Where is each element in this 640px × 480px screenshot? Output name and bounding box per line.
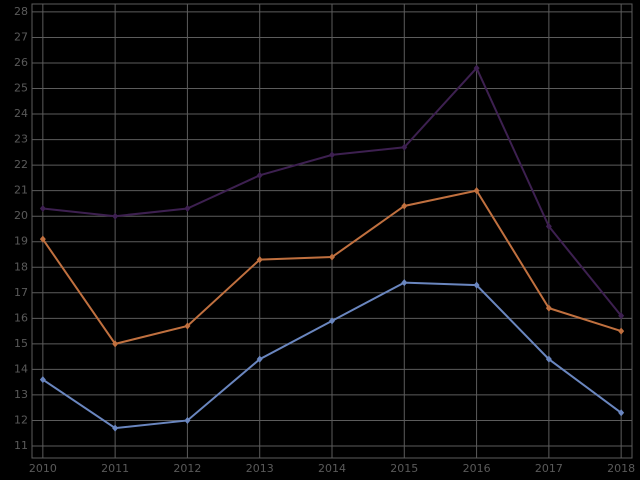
y-tick-label: 13 xyxy=(14,388,28,401)
y-tick-label: 11 xyxy=(14,439,28,452)
point xyxy=(256,256,263,264)
x-tick-label: 2014 xyxy=(318,462,346,475)
point xyxy=(545,304,552,312)
y-tick-label: 16 xyxy=(14,311,28,324)
point xyxy=(329,253,335,261)
y-tick-label: 28 xyxy=(14,5,28,18)
point xyxy=(112,424,119,432)
point xyxy=(401,202,408,210)
x-tick-label: 2012 xyxy=(173,462,201,475)
point xyxy=(39,376,46,384)
y-tick-label: 27 xyxy=(14,30,28,43)
point xyxy=(329,317,335,325)
x-tick-label: 2016 xyxy=(463,462,491,475)
y-tick-label: 19 xyxy=(14,235,28,248)
point xyxy=(545,222,552,230)
point xyxy=(618,409,625,417)
y-tick-label: 18 xyxy=(14,260,28,273)
point xyxy=(112,212,119,220)
y-tick-label: 17 xyxy=(14,286,28,299)
point xyxy=(184,205,191,213)
point xyxy=(39,205,46,213)
x-tick-label: 2011 xyxy=(101,462,129,475)
point xyxy=(401,279,408,287)
x-tick-label: 2013 xyxy=(246,462,274,475)
x-tick-label: 2017 xyxy=(535,462,563,475)
point xyxy=(39,235,46,243)
point xyxy=(112,340,119,348)
point xyxy=(401,143,408,151)
y-tick-label: 26 xyxy=(14,56,28,69)
point xyxy=(256,171,263,179)
y-tick-label: 24 xyxy=(14,107,28,120)
point xyxy=(618,312,625,320)
y-tick-label: 23 xyxy=(14,133,28,146)
point xyxy=(473,187,480,195)
point xyxy=(329,151,335,159)
x-tick-label: 2010 xyxy=(29,462,57,475)
point xyxy=(545,355,552,363)
y-tick-label: 20 xyxy=(14,209,28,222)
x-tick-label: 2018 xyxy=(607,462,635,475)
y-tick-label: 22 xyxy=(14,158,28,171)
y-tick-label: 21 xyxy=(14,184,28,197)
y-tick-label: 15 xyxy=(14,337,28,350)
point xyxy=(184,322,191,330)
y-tick-label: 12 xyxy=(14,413,28,426)
y-tick-label: 25 xyxy=(14,82,28,95)
y-tick-label: 14 xyxy=(14,362,28,375)
point xyxy=(473,281,480,289)
x-tick-label: 2015 xyxy=(390,462,418,475)
point xyxy=(618,327,625,335)
point xyxy=(473,64,480,72)
point xyxy=(256,355,263,363)
point xyxy=(184,416,191,424)
